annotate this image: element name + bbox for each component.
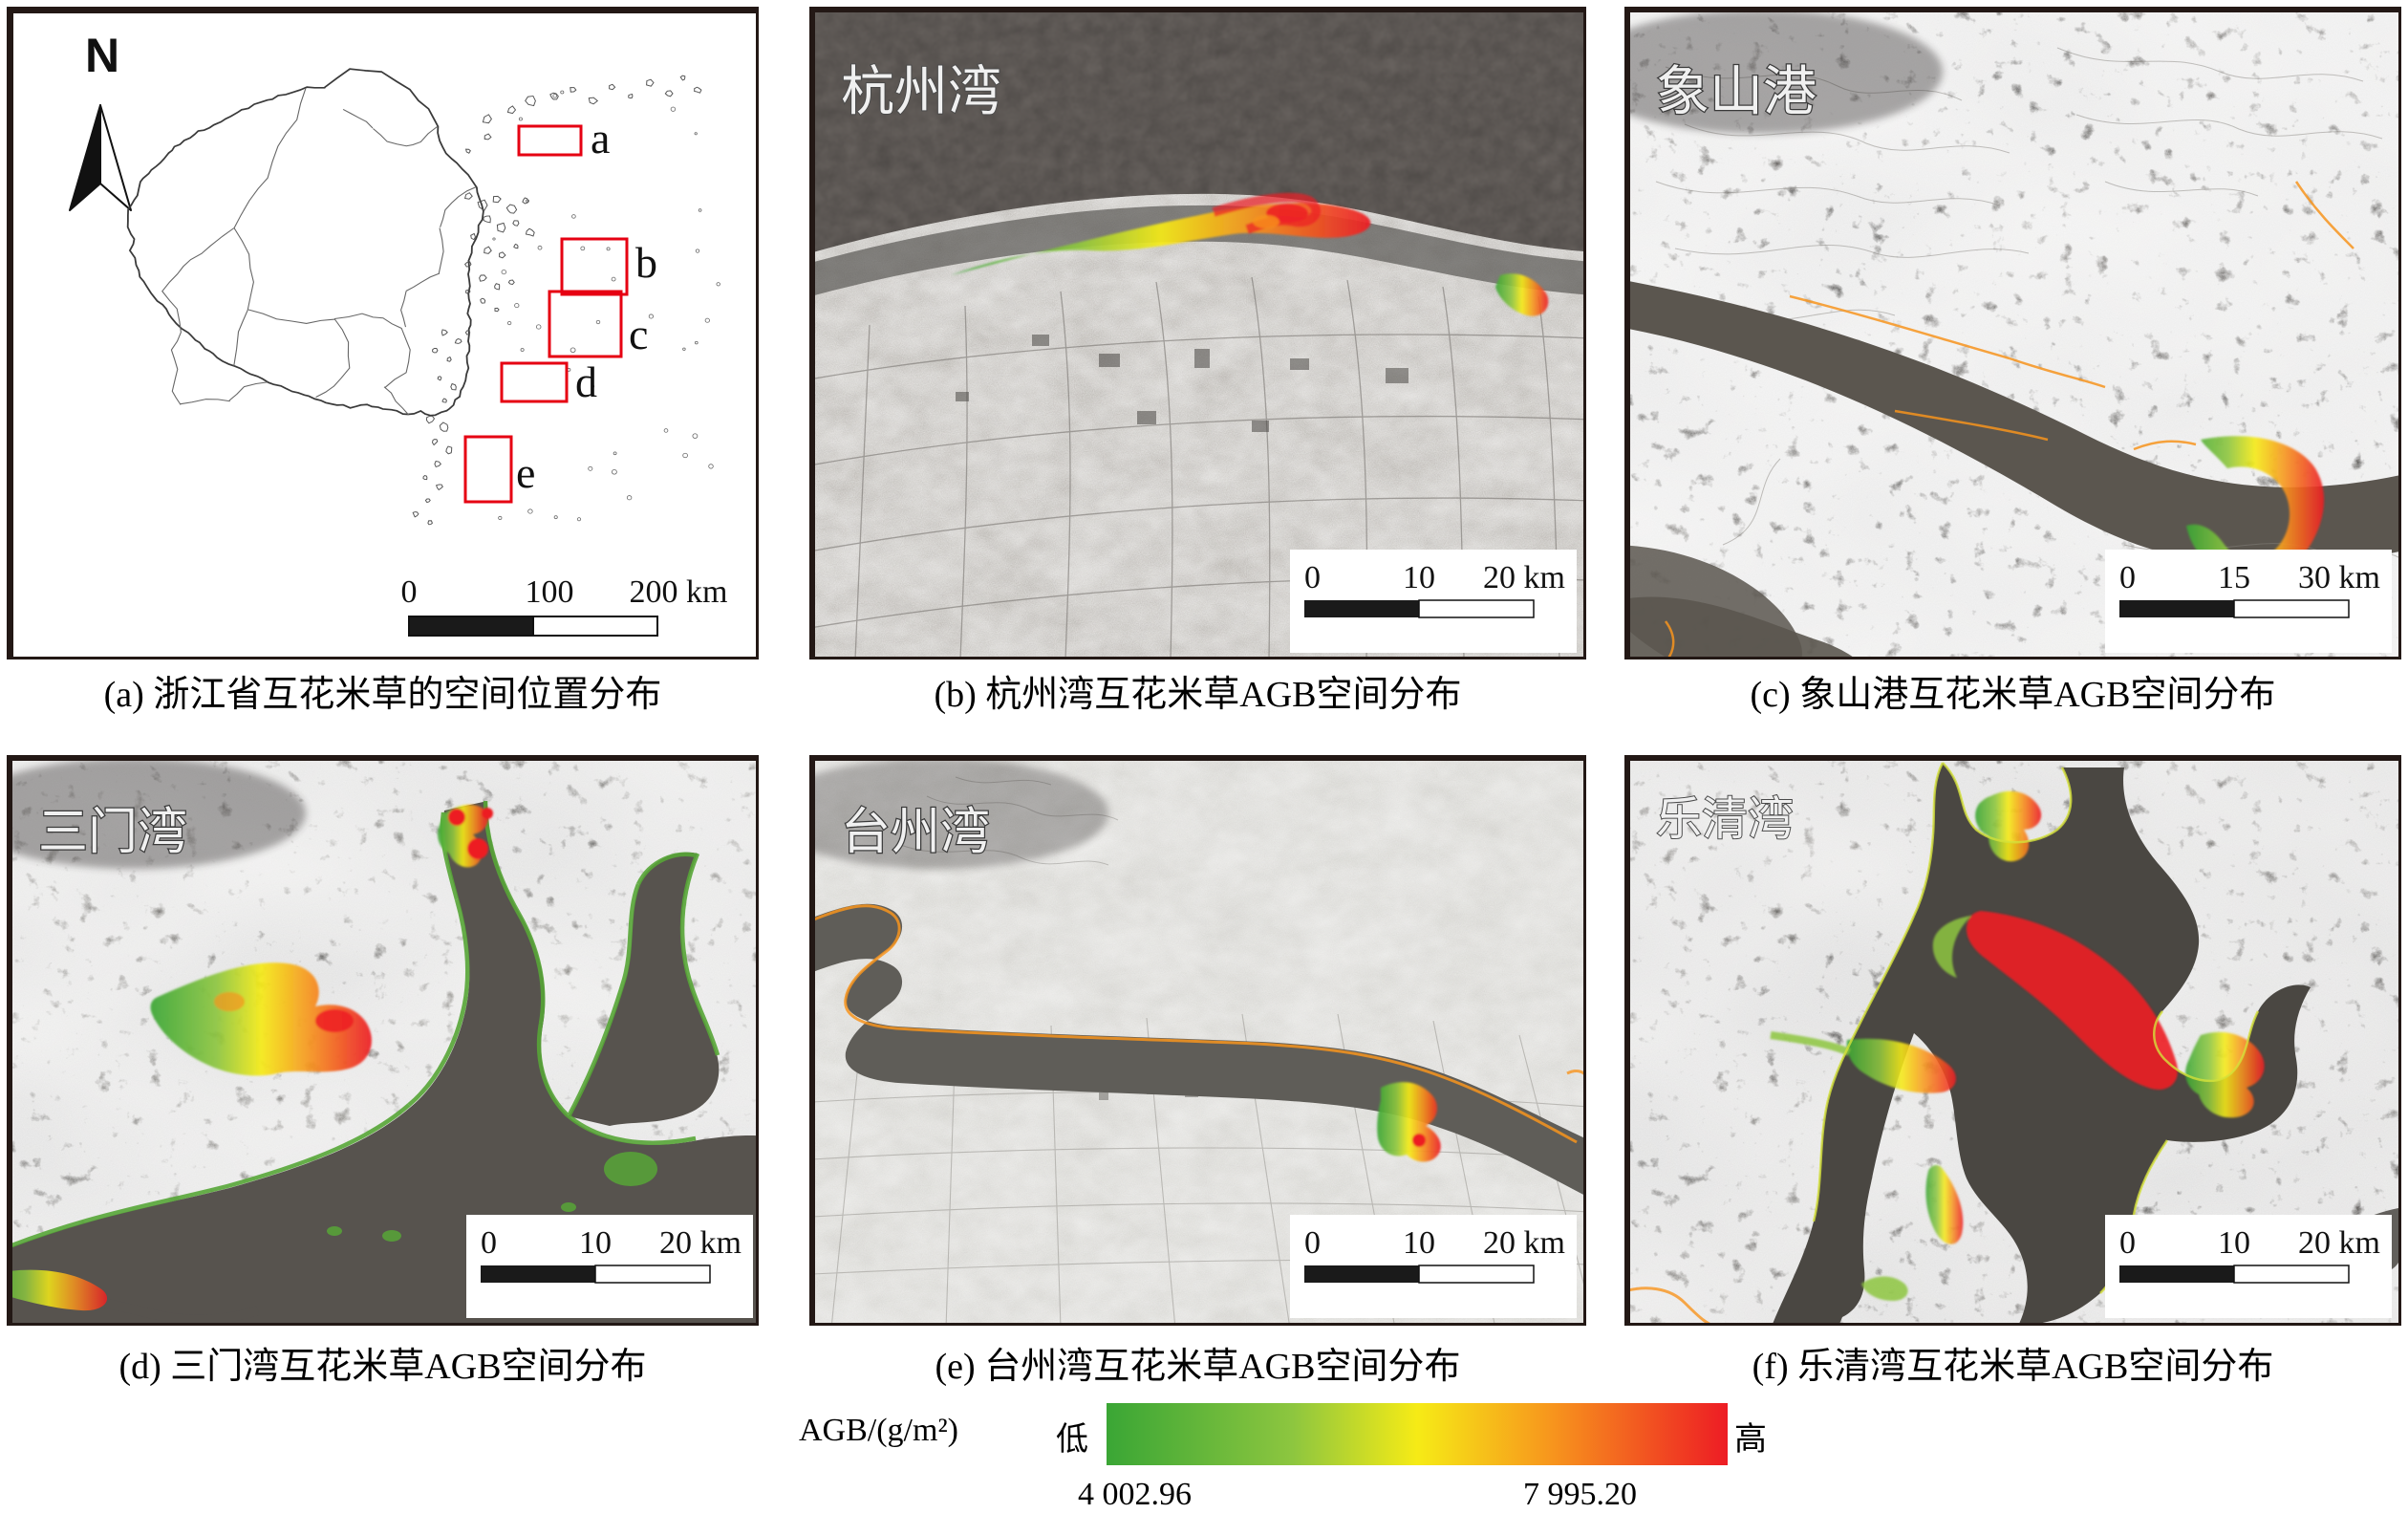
svg-text:乐清湾: 乐清湾 — [1656, 794, 1794, 845]
svg-text:20 km: 20 km — [1483, 560, 1565, 595]
svg-text:b: b — [635, 238, 657, 287]
svg-text:三门湾: 三门湾 — [38, 805, 187, 860]
svg-text:台州湾: 台州湾 — [841, 805, 990, 860]
svg-text:N: N — [85, 29, 119, 82]
svg-text:a: a — [591, 114, 610, 162]
svg-text:0: 0 — [481, 1225, 497, 1261]
svg-text:0: 0 — [1304, 560, 1321, 595]
svg-text:20 km: 20 km — [2298, 1225, 2380, 1261]
svg-text:杭州湾: 杭州湾 — [841, 61, 1001, 121]
svg-text:c: c — [629, 310, 648, 358]
svg-text:e: e — [516, 448, 535, 497]
svg-text:10: 10 — [2218, 1225, 2250, 1261]
svg-text:10: 10 — [579, 1225, 612, 1261]
svg-text:20 km: 20 km — [659, 1225, 742, 1261]
svg-text:10: 10 — [1403, 560, 1435, 595]
svg-text:20 km: 20 km — [1483, 1225, 1565, 1261]
svg-text:0: 0 — [401, 574, 418, 610]
svg-text:200 km: 200 km — [630, 574, 728, 610]
svg-text:10: 10 — [1403, 1225, 1435, 1261]
svg-text:0: 0 — [2119, 560, 2136, 595]
svg-text:d: d — [575, 357, 597, 406]
svg-text:象山港: 象山港 — [1656, 61, 1817, 121]
svg-text:0: 0 — [2119, 1225, 2136, 1261]
svg-text:0: 0 — [1304, 1225, 1321, 1261]
svg-text:100: 100 — [526, 574, 574, 610]
svg-text:15: 15 — [2218, 560, 2250, 595]
svg-text:30 km: 30 km — [2298, 560, 2380, 595]
